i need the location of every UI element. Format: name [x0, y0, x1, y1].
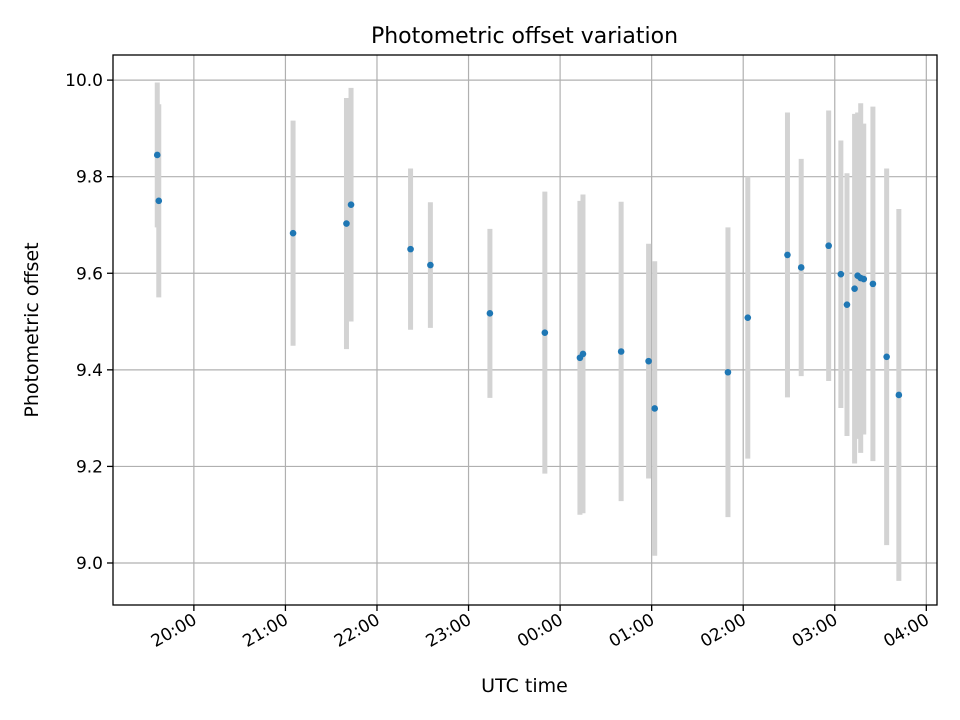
plot-frame — [112, 54, 938, 606]
y-tick-label: 9.8 — [76, 168, 103, 188]
data-point — [155, 197, 163, 205]
data-point — [347, 201, 355, 208]
data-point — [860, 275, 868, 283]
data-point — [843, 301, 851, 308]
data-point — [851, 285, 858, 293]
y-tick-label: 9.0 — [76, 554, 103, 574]
data-point — [869, 280, 877, 288]
data-point — [486, 310, 494, 317]
data-point — [895, 391, 903, 399]
data-point — [343, 220, 350, 227]
data-point — [427, 261, 434, 269]
data-point — [797, 264, 805, 271]
data-point — [645, 357, 652, 365]
data-point — [724, 368, 732, 376]
y-axis: 9.0 9.2 9.4 9.6 9.8 10.0 — [65, 71, 113, 574]
data-point — [617, 348, 625, 355]
data-point — [541, 329, 549, 336]
data-point — [407, 245, 414, 253]
chart-title: Photometric offset variation — [371, 24, 678, 49]
data-point — [883, 353, 890, 361]
data-point — [579, 350, 587, 358]
data-point — [153, 151, 161, 159]
y-axis-label: Photometric offset — [21, 242, 43, 417]
y-tick-label: 9.4 — [76, 361, 103, 381]
y-tick-label: 9.2 — [76, 457, 103, 477]
data-point — [744, 314, 752, 321]
y-tick-label: 9.6 — [76, 264, 103, 284]
x-axis-label: UTC time — [481, 675, 568, 697]
data-point — [289, 229, 297, 237]
data-point — [651, 405, 659, 412]
data-point — [784, 251, 791, 259]
data-point — [837, 270, 845, 278]
y-tick-label: 10.0 — [65, 71, 103, 91]
data-points — [153, 151, 903, 412]
data-point — [825, 242, 832, 250]
